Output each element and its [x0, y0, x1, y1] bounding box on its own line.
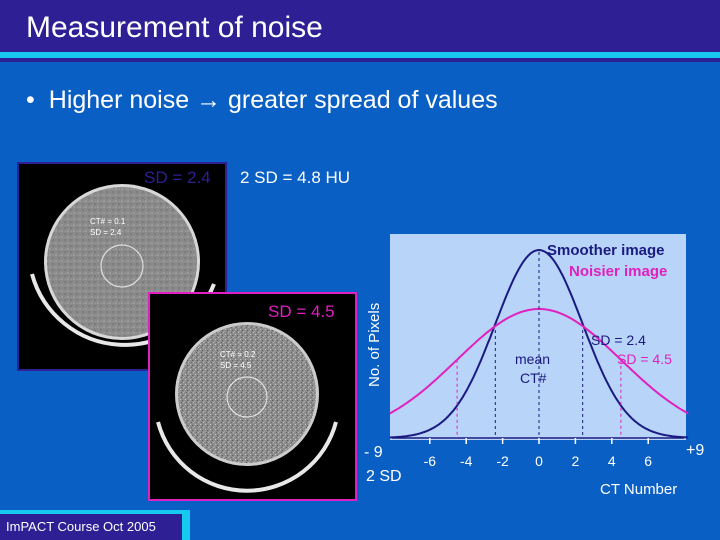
footer-rule — [0, 510, 190, 514]
mean-label-2: CT# — [520, 370, 547, 386]
x-tick-label: -6 — [424, 453, 437, 469]
phantom-scan-noisy — [156, 322, 338, 493]
slide-title: Measurement of noise — [26, 11, 323, 44]
phantom-smooth-ct: CT# = 0.1 — [90, 217, 126, 226]
x-tick-label: 0 — [535, 453, 543, 469]
phantom-noisy-ct: CT# = 0.2 — [220, 350, 256, 359]
phantom-noisy-sd: SD = 4.5 — [220, 361, 252, 370]
x-tick-label: 6 — [644, 453, 652, 469]
sd-label-noisy: SD = 4.5 — [268, 302, 335, 321]
bullet-text: Higher noise → greater spread of values — [48, 86, 498, 114]
chart-right-end-label: +9 — [686, 442, 705, 459]
title-rule-dark — [0, 58, 720, 62]
two-sd-hu-label: 2 SD = 4.8 HU — [240, 168, 351, 187]
x-tick-label: 4 — [608, 453, 616, 469]
footer-bar — [0, 514, 190, 540]
chart-left-end-label: - 9 — [364, 444, 383, 461]
legend-noisier: Noisier image — [569, 263, 668, 280]
phantom-smooth-annotation: CT# = 0.1 SD = 2.4 — [90, 216, 125, 238]
sd-label-smooth: SD = 2.4 — [144, 168, 211, 187]
footer-accent — [182, 514, 190, 540]
legend-smoother: Smoother image — [547, 242, 665, 259]
chart-ylabel: No. of Pixels — [366, 302, 383, 387]
chart-two-sd-label: 2 SD — [366, 468, 402, 485]
x-tick-label: -2 — [496, 453, 509, 469]
mean-label-1: mean — [515, 351, 551, 367]
chart-xlabel: CT Number — [600, 481, 678, 498]
bullet-dot-icon: • — [26, 86, 35, 114]
title-bar: Measurement of noise — [0, 0, 720, 52]
sd-noisy-chart-label: SD = 4.5 — [617, 351, 672, 367]
sd-smooth-chart-label: SD = 2.4 — [591, 332, 646, 348]
x-tick-label: -4 — [460, 453, 473, 469]
phantom-image-noisy: CT# = 0.2 SD = 4.5 — [148, 292, 357, 501]
title-rule-cyan — [0, 52, 720, 58]
x-tick-label: 2 — [572, 453, 580, 469]
phantom-noisy-annotation: CT# = 0.2 SD = 4.5 — [220, 349, 255, 371]
footer-text: ImPACT Course Oct 2005 — [6, 519, 156, 534]
phantom-smooth-sd: SD = 2.4 — [90, 228, 122, 237]
bullet-point: • Higher noise → greater spread of values — [26, 86, 498, 115]
